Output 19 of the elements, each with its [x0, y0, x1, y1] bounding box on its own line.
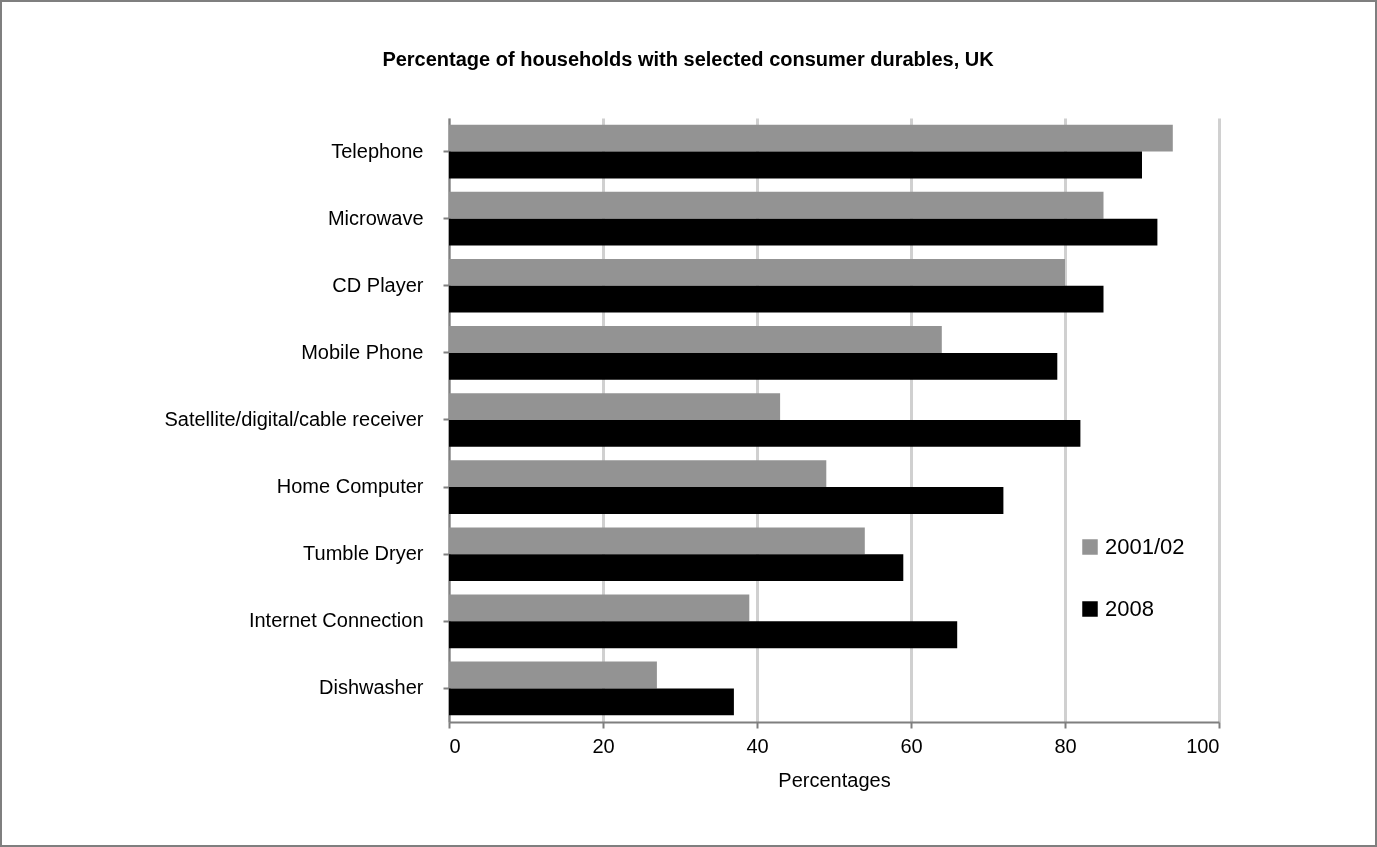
x-tick-label: 60	[900, 734, 923, 757]
x-tick-label: 80	[1054, 734, 1077, 757]
y-tick-label: Dishwasher	[319, 676, 424, 699]
y-tick-label: CD Player	[332, 273, 424, 296]
y-tick-label: Tumble Dryer	[303, 542, 424, 565]
legend-label: 2001/02	[1105, 534, 1185, 559]
y-tick-label: Telephone	[331, 139, 424, 162]
y-tick-label: Internet Connection	[248, 609, 424, 632]
x-axis-title: Percentages	[778, 768, 891, 791]
chart-title: Percentage of households with selected consumer durables, UK	[382, 48, 995, 70]
x-tick-label: 100	[1186, 734, 1220, 757]
y-tick-label: Satellite/digital/cable receiver	[164, 408, 424, 430]
legend-label: 2008	[1105, 596, 1154, 621]
x-tick-label: 40	[746, 734, 769, 757]
y-tick-label: Microwave	[327, 206, 424, 229]
x-tick-label: 0	[449, 734, 461, 757]
x-tick-label: 20	[592, 734, 615, 757]
y-tick-label: Home Computer	[276, 475, 424, 498]
y-tick-label: Mobile Phone	[301, 340, 424, 363]
